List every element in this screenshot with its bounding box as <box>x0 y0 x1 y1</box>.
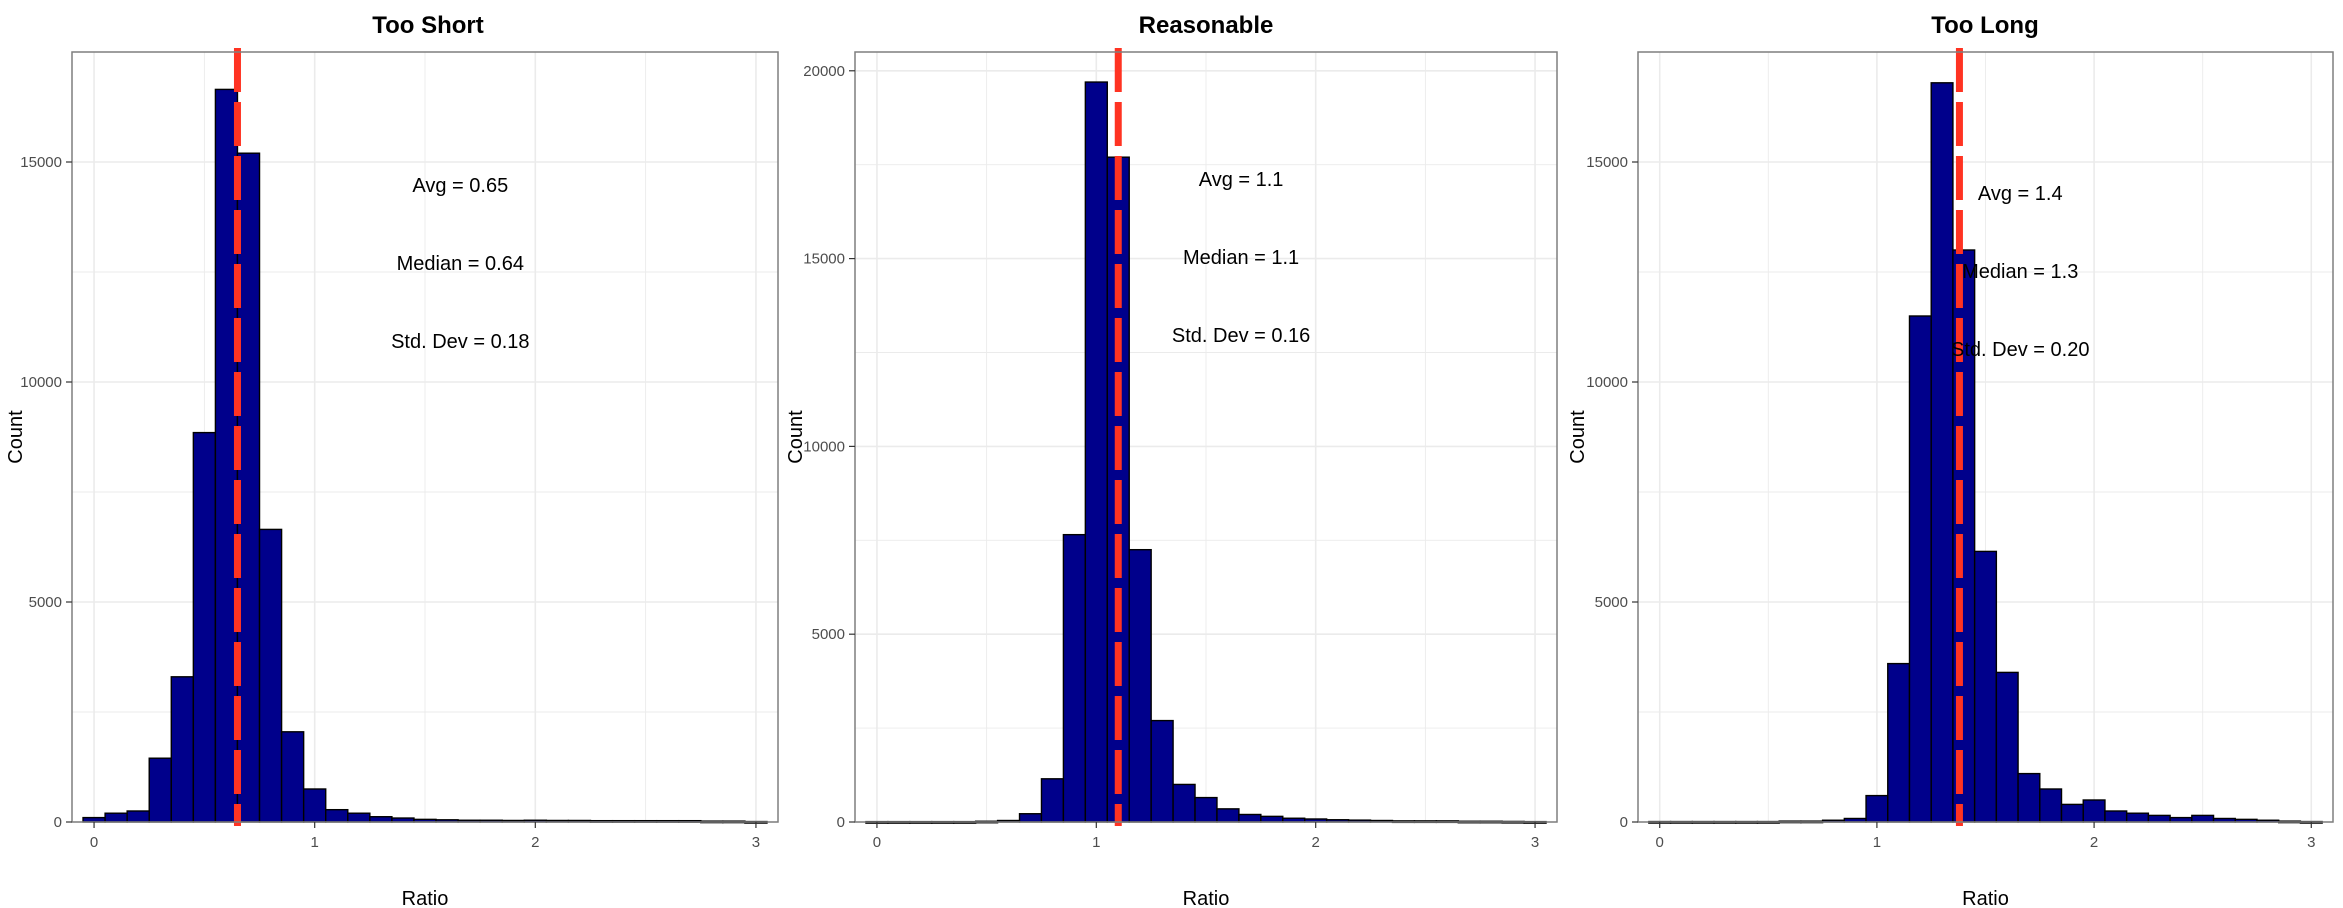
histogram-bar <box>2082 799 2106 823</box>
histogram-bar <box>1973 550 1998 823</box>
y-tick-label: 15000 <box>1586 154 1628 171</box>
histogram-bar <box>302 788 327 823</box>
histogram-bar <box>104 812 128 823</box>
stat-annotation: Std. Dev = 0.20 <box>1951 339 2089 361</box>
x-tick-label: 2 <box>531 834 539 851</box>
histogram-bar <box>2039 788 2063 823</box>
histogram-bar <box>2125 812 2150 823</box>
x-axis-title: Ratio <box>1962 888 2009 908</box>
histogram-bar <box>2017 772 2041 823</box>
histogram-bar <box>1194 796 1218 823</box>
y-tick-label: 10000 <box>803 438 845 455</box>
histogram-bar <box>1172 783 1196 823</box>
panel-title: Reasonable <box>1139 12 1274 39</box>
histogram-bar <box>1040 778 1065 823</box>
histogram-bar <box>1930 82 1954 823</box>
histogram-bar <box>1150 719 1174 823</box>
histogram-bar <box>280 731 305 823</box>
y-tick-label: 10000 <box>1586 374 1628 391</box>
histogram-bar <box>1018 813 1043 823</box>
histogram-bar <box>1260 815 1284 823</box>
y-tick-label: 5000 <box>29 594 62 611</box>
panel-0: 0 1 2 3 0 5000 10000 15000 Too Short Ratio Count Av… <box>5 12 779 908</box>
y-tick-label: 5000 <box>1595 594 1628 611</box>
panel-1: 0 1 2 3 0 5000 10000 15000 20000 Reasonable Ratio C… <box>785 12 1558 908</box>
histogram-bar <box>2191 814 2215 823</box>
x-tick-label: 3 <box>1531 834 1539 851</box>
x-tick-label: 0 <box>1656 834 1664 851</box>
panel-border <box>71 51 779 823</box>
histogram-bar <box>2060 803 2084 823</box>
x-tick-label: 2 <box>2090 834 2098 851</box>
x-tick-label: 1 <box>1873 834 1881 851</box>
histogram-bar <box>1238 813 1262 823</box>
y-tick-label: 0 <box>837 814 845 831</box>
x-tick-label: 3 <box>752 834 760 851</box>
x-axis-title: Ratio <box>402 888 449 908</box>
stat-annotation: Std. Dev = 0.18 <box>391 331 529 353</box>
histogram-bar <box>1128 548 1152 823</box>
y-axis-title: Count <box>5 410 27 464</box>
histogram-bar <box>2147 814 2171 823</box>
y-tick-label: 15000 <box>20 154 62 171</box>
histogram-bar <box>2104 810 2128 823</box>
y-tick-label: 15000 <box>803 251 845 268</box>
histogram-bar <box>1216 808 1240 823</box>
x-tick-label: 1 <box>1092 834 1100 851</box>
histogram-bar <box>1084 81 1108 823</box>
x-axis-title: Ratio <box>1183 888 1230 908</box>
x-tick-label: 1 <box>311 834 319 851</box>
stat-annotation: Avg = 1.1 <box>1199 169 1284 191</box>
y-tick-label: 20000 <box>803 63 845 80</box>
histogram-bar <box>369 816 393 823</box>
stat-annotation: Avg = 1.4 <box>1978 183 2063 205</box>
y-tick-label: 0 <box>1620 814 1628 831</box>
stat-annotation: Median = 1.1 <box>1183 247 1299 269</box>
panel-title: Too Long <box>1931 12 2039 39</box>
x-tick-label: 0 <box>873 834 881 851</box>
stat-annotation: Std. Dev = 0.16 <box>1172 325 1310 347</box>
histogram-bar <box>1062 533 1087 823</box>
histogram-bar <box>126 810 150 823</box>
y-tick-label: 0 <box>54 814 62 831</box>
histogram-bar <box>1995 671 2019 823</box>
panel-2: 0 1 2 3 0 5000 10000 15000 Too Long Ratio Count Avg… <box>1567 12 2334 908</box>
histogram-bar <box>325 808 349 823</box>
stat-annotation: Median = 1.3 <box>1962 261 2078 283</box>
x-tick-label: 3 <box>2307 834 2315 851</box>
x-tick-label: 0 <box>90 834 98 851</box>
stat-annotation: Avg = 0.65 <box>412 175 508 197</box>
histogram-bar <box>192 431 217 823</box>
y-tick-label: 5000 <box>812 626 845 643</box>
panel-title: Too Short <box>372 12 484 39</box>
histogram-bar <box>148 757 172 823</box>
stat-annotation: Median = 0.64 <box>397 253 524 275</box>
histogram-bar <box>170 676 195 823</box>
y-axis-title: Count <box>785 410 807 464</box>
y-tick-label: 10000 <box>20 374 62 391</box>
histogram-bar <box>1865 794 1889 823</box>
x-tick-label: 2 <box>1312 834 1320 851</box>
panel-border <box>854 51 1558 823</box>
histogram-bar <box>258 528 283 823</box>
histogram-bar <box>1887 662 1911 823</box>
y-axis-title: Count <box>1567 410 1589 464</box>
histogram-bar <box>347 812 371 823</box>
histogram-bar <box>1908 315 1932 823</box>
panel-border <box>1637 51 2334 823</box>
